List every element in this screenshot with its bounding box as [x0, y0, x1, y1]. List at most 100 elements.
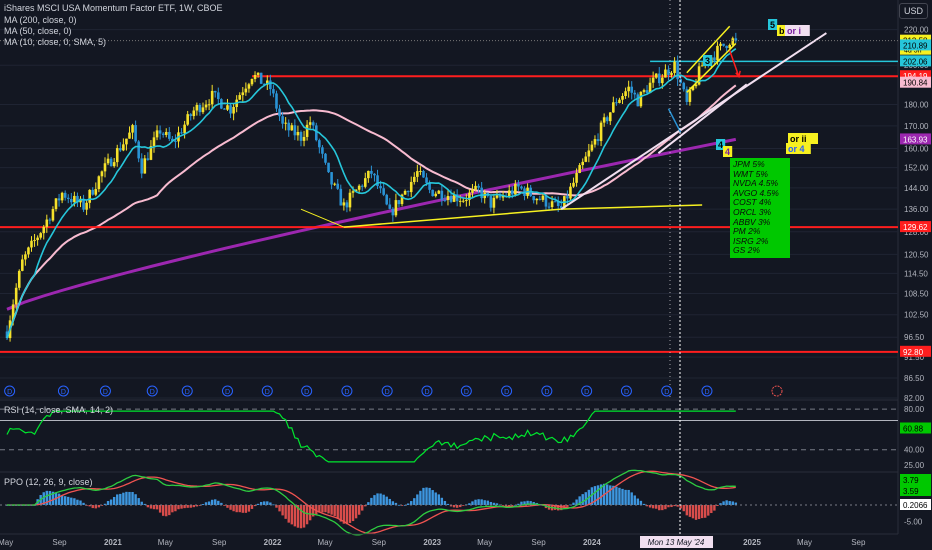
ppo-histogram-bar — [220, 502, 223, 505]
candle-body — [431, 189, 434, 197]
ppo-histogram-bar — [609, 485, 612, 505]
candle-body — [556, 201, 560, 207]
ppo-histogram-bar — [351, 505, 355, 522]
ma200-legend[interactable]: MA (200, close, 0) — [4, 15, 77, 25]
candle-body — [305, 124, 309, 137]
candle-body — [670, 72, 673, 75]
ppo-histogram-bar — [308, 505, 312, 521]
dividend-marker — [661, 385, 673, 397]
dividend-marker — [421, 385, 433, 397]
candle-body — [667, 69, 670, 75]
ppo-histogram-bar — [287, 505, 290, 523]
candle-body — [85, 202, 88, 210]
candle-body — [553, 201, 557, 203]
candle-body — [330, 172, 333, 185]
candle-body — [161, 133, 165, 135]
ppo-histogram-bar — [143, 503, 147, 505]
ppo-histogram-bar — [596, 485, 600, 505]
rsi-label[interactable]: RSI (14, close, SMA, 14, 2) — [4, 405, 114, 415]
candle-body — [155, 130, 159, 138]
candle-body — [314, 125, 318, 141]
ppo-histogram-bar — [593, 486, 597, 505]
dividend-marker-letter: D — [185, 389, 190, 396]
ppo-histogram-bar — [664, 505, 667, 510]
candle-body — [446, 195, 450, 200]
ppo-histogram-bar — [269, 502, 272, 505]
ppo-histogram-bar — [229, 505, 232, 510]
candle-body — [465, 199, 468, 201]
candle-body — [241, 92, 245, 96]
dividend-marker — [181, 385, 193, 397]
candle-body — [587, 150, 591, 157]
price-label-bg — [900, 39, 931, 51]
dividend-marker — [620, 385, 632, 397]
ppo-histogram-bar — [275, 505, 278, 508]
ppo-histogram-bar — [140, 501, 143, 505]
candle-body — [633, 92, 637, 95]
ppo-histogram-bar — [400, 505, 404, 506]
price-label-bg — [900, 55, 931, 67]
ppo-histogram-bar — [413, 498, 416, 505]
candle-body — [265, 80, 269, 85]
ppo-histogram-bar — [112, 496, 116, 505]
holdings-note[interactable]: JPM 5% WMT 5% NVDA 4.5% AVGO 4.5% COST 4% ORC… — [730, 158, 790, 258]
ppo-histogram-bar — [336, 505, 339, 519]
wave-3-label: 3 — [705, 56, 710, 66]
currency-button[interactable]: USD — [898, 3, 928, 19]
candle-body — [443, 199, 447, 201]
candle-body — [134, 125, 137, 142]
dividend-marker-letter: D — [624, 389, 629, 396]
candle-body — [195, 105, 199, 111]
candle-body — [259, 72, 263, 84]
ma10-legend[interactable]: MA (10, close, 0, SMA, 5) — [4, 37, 107, 47]
candle-body — [400, 194, 404, 205]
candle-body — [679, 79, 683, 83]
ppo-histogram-bar — [327, 505, 330, 514]
ppo-histogram-bar — [679, 505, 682, 509]
trendline-neck — [561, 204, 703, 210]
ppo-histogram-bar — [186, 505, 189, 508]
candle-body — [30, 240, 33, 248]
ppo-histogram-bar — [278, 505, 281, 512]
candle-body — [318, 140, 321, 148]
ppo-histogram-bar — [722, 501, 725, 505]
candle-body — [507, 190, 511, 197]
price-label: 92.80 — [903, 348, 924, 357]
holding-item: NVDA 4.5% — [733, 178, 779, 189]
ppo-histogram-bar — [214, 499, 217, 505]
dividend-marker-letter: D — [265, 389, 270, 396]
candle-body — [624, 91, 627, 97]
ma50-legend[interactable]: MA (50, close, 0) — [4, 26, 72, 36]
ppo-histogram-bar — [174, 505, 177, 512]
ppo-histogram-bar — [501, 505, 505, 506]
candle-body — [247, 84, 251, 89]
candle-body — [250, 78, 254, 85]
ppo-histogram-bar — [318, 505, 321, 513]
candle-body — [639, 91, 643, 107]
candle-body — [492, 197, 496, 208]
candle-body — [201, 107, 205, 113]
candle-body — [100, 171, 104, 177]
dividend-marker — [581, 385, 593, 397]
ppo-histogram-bar — [639, 500, 643, 505]
price-label: 129.62 — [903, 223, 928, 232]
trendline-base — [300, 208, 345, 228]
time-axis: May Sep 2021 May Sep 2022 May Sep 2023 May Sep 2024… — [0, 533, 898, 548]
ppo-histogram-bar — [226, 505, 229, 508]
candle-body — [379, 186, 382, 189]
candle-body — [731, 38, 735, 45]
ppo-histogram-bar — [492, 502, 496, 505]
candle-body — [541, 195, 545, 200]
candle-body — [103, 163, 107, 172]
ppo-histogram-bar — [419, 490, 422, 505]
price-axis: 220.00200.00180.00170.00160.00152.00144.… — [900, 26, 931, 403]
ppo-label[interactable]: PPO (12, 26, 9, close) — [4, 477, 93, 487]
candle-body — [189, 114, 193, 117]
ppo-histogram-bar — [195, 505, 199, 507]
dividend-marker-letter: D — [150, 389, 155, 396]
candle-body — [94, 189, 98, 195]
ppo-histogram-bar — [648, 505, 652, 508]
ppo-histogram-bar — [125, 491, 128, 505]
candle-body — [547, 206, 551, 208]
